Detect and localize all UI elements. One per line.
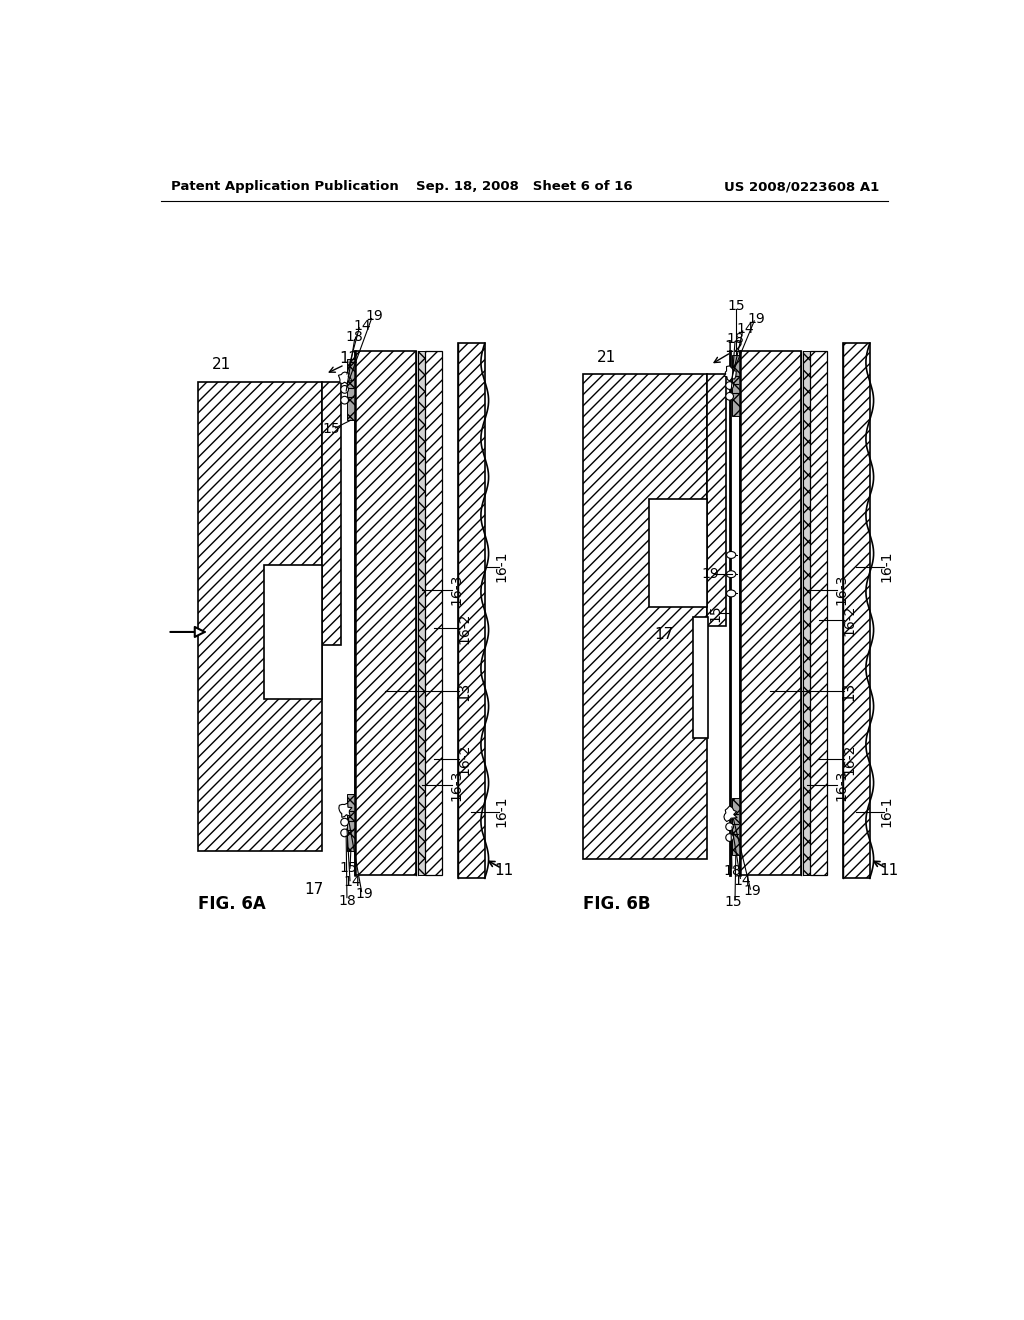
- Text: FIG. 6B: FIG. 6B: [584, 895, 651, 912]
- Text: Patent Application Publication: Patent Application Publication: [171, 181, 398, 194]
- Ellipse shape: [727, 570, 736, 578]
- Text: 17: 17: [304, 882, 324, 898]
- Ellipse shape: [726, 371, 733, 379]
- Text: 15: 15: [323, 422, 340, 437]
- Ellipse shape: [726, 812, 733, 820]
- Text: 16-3: 16-3: [835, 574, 848, 606]
- Ellipse shape: [726, 834, 733, 841]
- Text: 16-1: 16-1: [880, 550, 894, 582]
- Ellipse shape: [341, 375, 348, 383]
- Text: Sep. 18, 2008   Sheet 6 of 16: Sep. 18, 2008 Sheet 6 of 16: [417, 181, 633, 194]
- Text: 16-3: 16-3: [450, 770, 463, 801]
- Text: 19: 19: [701, 568, 719, 581]
- Ellipse shape: [341, 808, 348, 816]
- Bar: [810, 351, 827, 875]
- Text: 16-1: 16-1: [495, 550, 509, 582]
- Text: 12: 12: [339, 351, 358, 366]
- Ellipse shape: [341, 396, 348, 404]
- Ellipse shape: [726, 392, 733, 400]
- Text: 18: 18: [346, 330, 364, 345]
- Ellipse shape: [727, 552, 736, 558]
- Text: 16-1: 16-1: [495, 796, 509, 828]
- Text: 19: 19: [355, 887, 373, 900]
- Ellipse shape: [341, 818, 348, 826]
- Polygon shape: [338, 372, 351, 384]
- Bar: [458, 343, 484, 878]
- Text: 16-3: 16-3: [835, 770, 848, 801]
- Bar: [199, 381, 322, 851]
- Bar: [692, 616, 708, 738]
- Polygon shape: [724, 807, 737, 821]
- Text: 11: 11: [880, 863, 899, 878]
- Bar: [347, 793, 354, 851]
- Ellipse shape: [341, 385, 348, 393]
- Text: 13: 13: [457, 681, 471, 701]
- Bar: [732, 797, 739, 855]
- Text: 15: 15: [340, 862, 357, 875]
- Bar: [322, 381, 341, 644]
- Polygon shape: [339, 803, 352, 817]
- Text: 19: 19: [748, 312, 766, 326]
- Text: 13: 13: [842, 681, 856, 701]
- Ellipse shape: [726, 822, 733, 830]
- Text: 17: 17: [654, 627, 674, 643]
- Ellipse shape: [341, 829, 348, 837]
- Text: 18: 18: [723, 863, 740, 878]
- Text: 16-2: 16-2: [842, 605, 856, 636]
- Text: 14: 14: [343, 875, 361, 890]
- Text: 21: 21: [212, 358, 231, 372]
- Bar: [649, 499, 707, 607]
- Text: 14: 14: [353, 319, 371, 333]
- Text: 16-2: 16-2: [457, 612, 471, 644]
- Bar: [732, 355, 739, 416]
- Text: FIG. 6A: FIG. 6A: [199, 895, 266, 912]
- Text: 18: 18: [726, 333, 743, 346]
- Text: 16-2: 16-2: [457, 743, 471, 775]
- Text: 15: 15: [727, 300, 744, 313]
- Text: 12: 12: [724, 339, 743, 355]
- Polygon shape: [724, 366, 736, 381]
- Bar: [418, 351, 425, 875]
- Bar: [425, 351, 442, 875]
- Text: 15: 15: [725, 895, 742, 909]
- Text: 16-2: 16-2: [842, 743, 856, 775]
- Ellipse shape: [726, 381, 733, 389]
- Text: 14: 14: [734, 874, 752, 887]
- Text: 21: 21: [597, 350, 616, 364]
- Bar: [584, 374, 707, 859]
- Text: 16-1: 16-1: [880, 796, 894, 828]
- Bar: [843, 343, 869, 878]
- Text: 18: 18: [338, 895, 355, 908]
- Text: 11: 11: [495, 863, 514, 878]
- Text: US 2008/0223608 A1: US 2008/0223608 A1: [724, 181, 879, 194]
- Text: 19: 19: [366, 309, 384, 323]
- Bar: [739, 351, 801, 875]
- Bar: [347, 359, 354, 420]
- Text: 16-3: 16-3: [450, 574, 463, 606]
- Bar: [264, 565, 322, 700]
- Bar: [803, 351, 810, 875]
- Bar: [354, 351, 416, 875]
- Text: 19: 19: [743, 884, 762, 899]
- Bar: [707, 374, 726, 626]
- Text: 15: 15: [708, 603, 722, 622]
- Text: 14: 14: [736, 322, 754, 337]
- Ellipse shape: [727, 590, 736, 597]
